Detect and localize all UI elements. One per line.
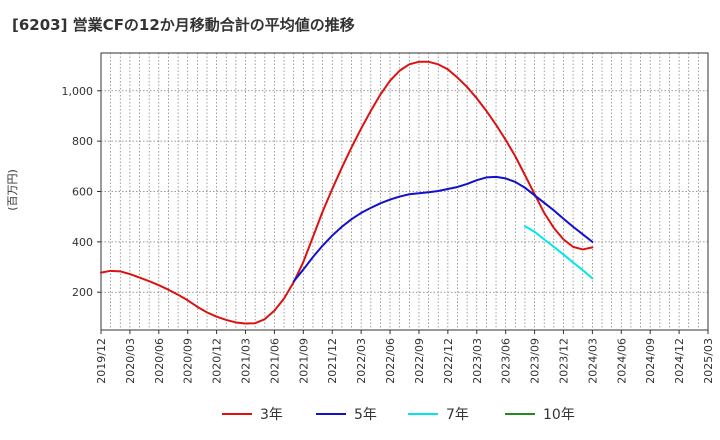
y-tick-label: 600 <box>72 186 93 199</box>
series-line-1 <box>292 175 594 283</box>
x-tick-label: 2022/03 <box>355 338 368 384</box>
x-tick-label: 2024/06 <box>615 338 628 384</box>
x-tick-label: 2022/06 <box>384 338 397 384</box>
grid <box>100 53 709 330</box>
x-tick-label: 2022/12 <box>442 338 455 384</box>
x-tick-label: 2020/06 <box>153 338 166 384</box>
series-line-2 <box>523 225 594 280</box>
chart-title: [6203] 営業CFの12か月移動合計の平均値の推移 <box>12 16 355 34</box>
x-tick-label: 2025/03 <box>702 338 715 384</box>
x-tick-label: 2021/12 <box>326 338 339 384</box>
x-tick-label: 2023/03 <box>471 338 484 384</box>
x-tick-label: 2019/12 <box>95 338 108 384</box>
y-tick-label: 400 <box>72 236 93 249</box>
x-tick-label: 2024/03 <box>586 338 599 384</box>
x-tick-label: 2020/09 <box>182 338 195 384</box>
x-tick-label: 2024/12 <box>673 338 686 384</box>
x-tick-label: 2023/12 <box>557 338 570 384</box>
x-tick-label: 2021/06 <box>268 338 281 384</box>
x-tick-label: 2020/12 <box>211 338 224 384</box>
series-lines <box>100 60 594 325</box>
legend-label-1: 5年 <box>354 407 377 423</box>
x-tick-label: 2021/03 <box>240 338 253 384</box>
y-tick-label: 200 <box>72 286 93 299</box>
x-tick-label: 2022/09 <box>413 338 426 384</box>
legend: 3年 5年 7年 10年 <box>222 407 575 423</box>
x-axis-ticks: 2019/12 2020/03 2020/06 2020/09 2020/12 2021/… <box>95 330 715 384</box>
y-axis-ticks: 200 400 600 800 1,000 <box>62 85 101 299</box>
legend-label-0: 3年 <box>260 407 283 423</box>
y-axis-label: (百万円) <box>6 169 19 211</box>
x-tick-label: 2021/09 <box>297 338 310 384</box>
y-tick-label: 800 <box>72 135 93 148</box>
x-tick-label: 2020/03 <box>124 338 137 384</box>
x-tick-label: 2023/09 <box>529 338 542 384</box>
y-tick-label: 1,000 <box>62 85 94 98</box>
x-tick-label: 2024/09 <box>644 338 657 384</box>
series-line-0 <box>100 60 594 325</box>
x-tick-label: 2023/06 <box>500 338 513 384</box>
legend-label-3: 10年 <box>543 407 575 423</box>
legend-label-2: 7年 <box>446 407 469 423</box>
